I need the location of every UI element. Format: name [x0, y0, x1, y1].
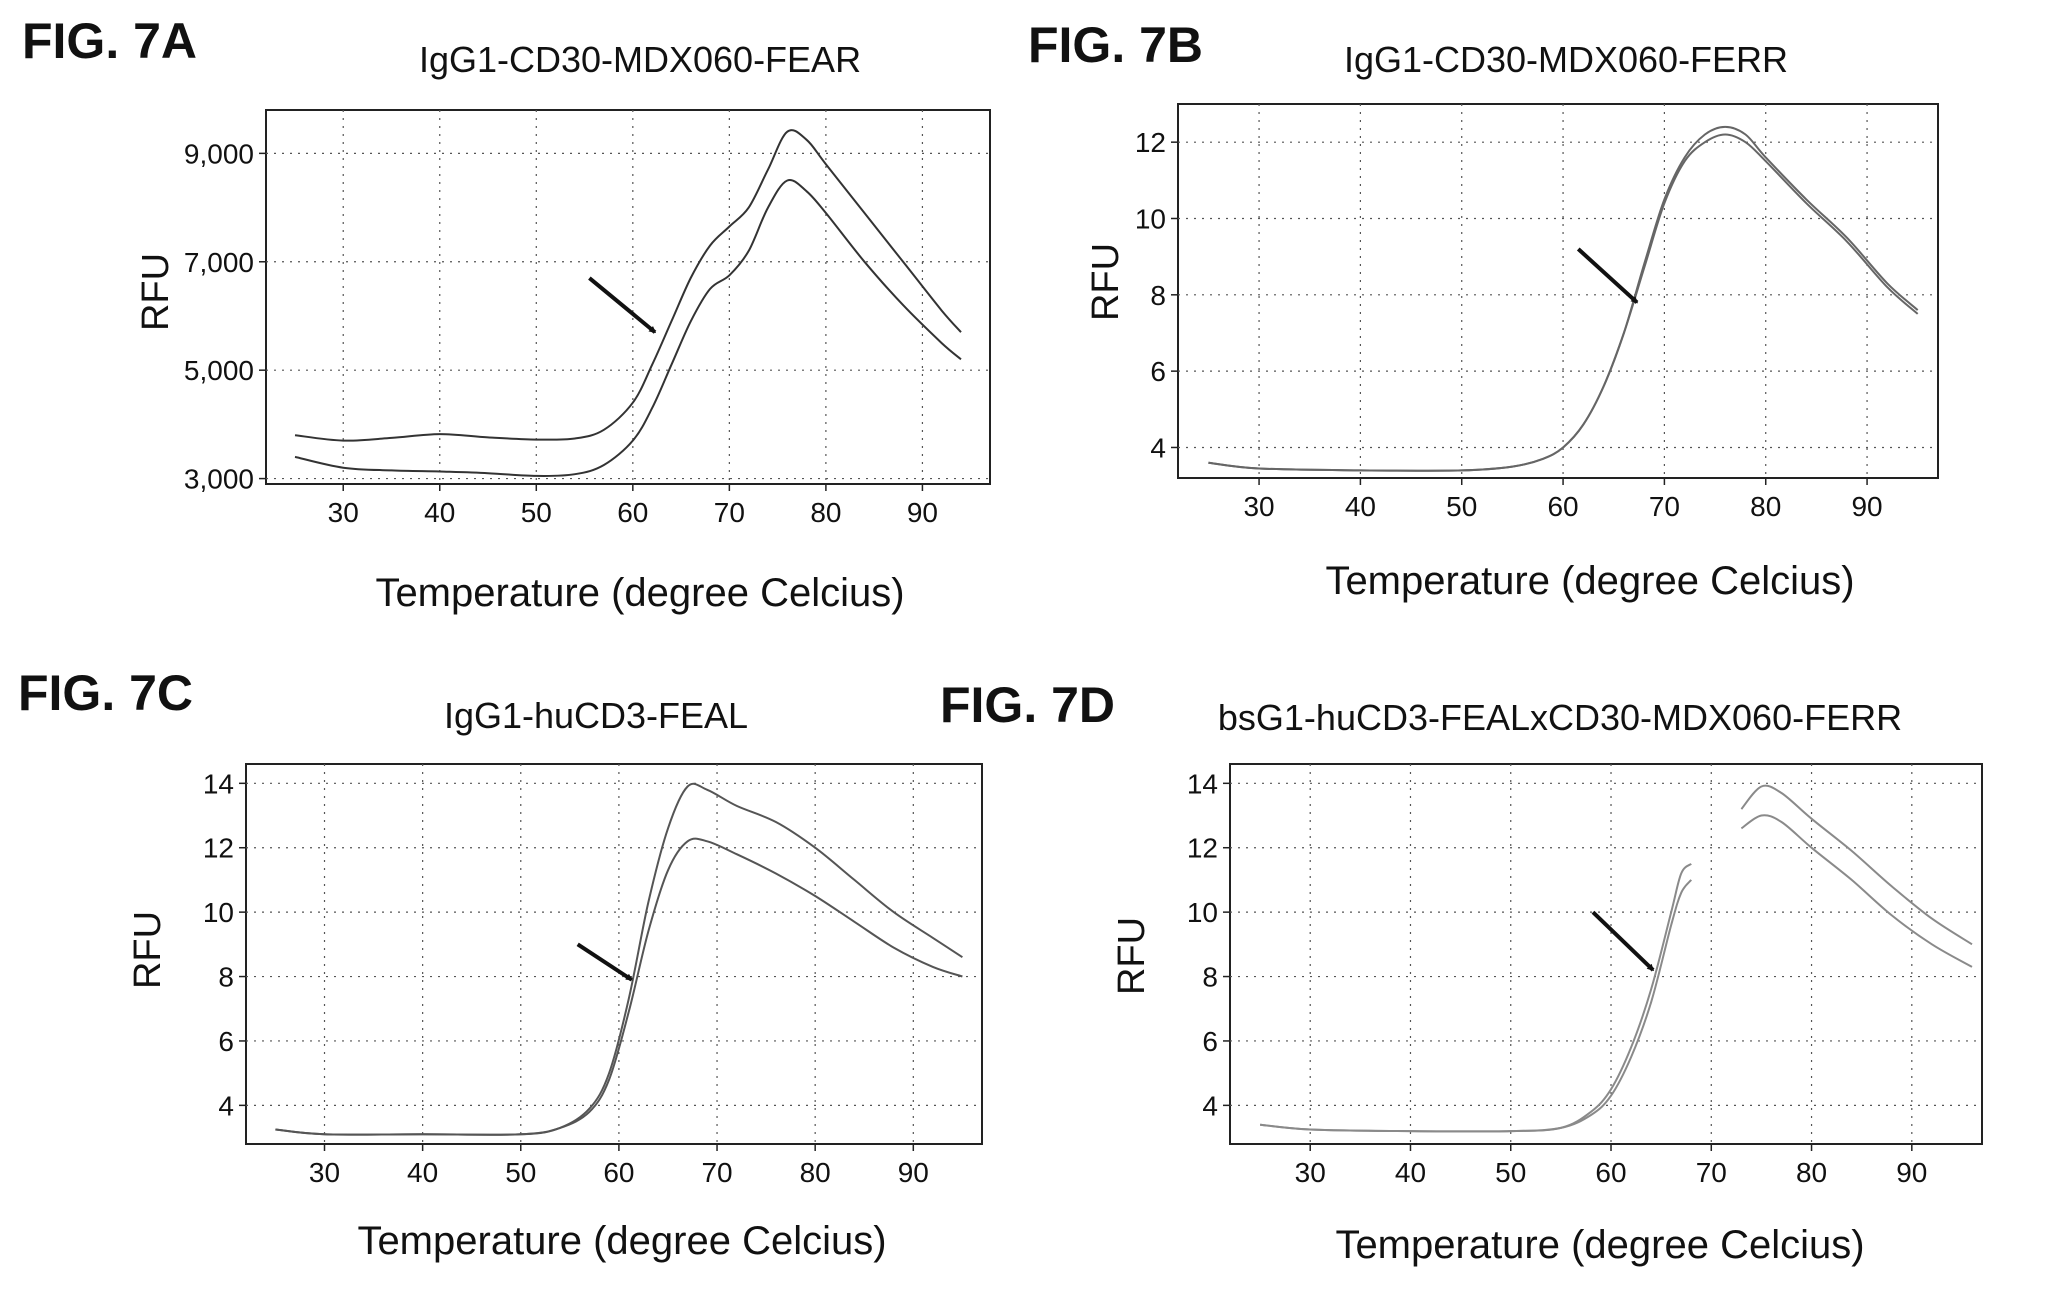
x-axis-label: Temperature (degree Celcius) [1335, 1223, 1864, 1267]
panel-b: FIG. 7B IgG1-CD30-MDX060-FERR RFU Temper… [1028, 17, 1939, 603]
plot-area: 30 40 50 60 70 80 90 4 6 8 10 12 14 [1187, 763, 1983, 1188]
annotation-arrow [576, 942, 633, 982]
x-tick-label: 90 [1851, 491, 1882, 522]
y-tick-label: 4 [1150, 432, 1166, 463]
chart-title: IgG1-huCD3-FEAL [444, 695, 748, 736]
x-tick-label: 60 [603, 1157, 634, 1188]
series-line-1 [1260, 862, 1692, 1133]
x-tick-label: 40 [407, 1157, 438, 1188]
x-tick-label: 80 [1796, 1157, 1827, 1188]
series-line-2 [294, 178, 962, 477]
y-tick-label: 3,000 [184, 464, 254, 495]
x-tick-label: 60 [617, 497, 648, 528]
y-tick-label: 6 [1150, 356, 1166, 387]
series-line-2 [1208, 133, 1919, 472]
x-tick-label: 70 [1649, 491, 1680, 522]
annotation-arrow [1591, 910, 1655, 972]
y-tick-label: 8 [218, 962, 234, 993]
x-tick-label: 50 [521, 497, 552, 528]
y-tick-label: 6 [218, 1026, 234, 1057]
y-tick-label: 8 [1202, 962, 1218, 993]
y-axis-label: RFU [127, 911, 169, 989]
x-tick-label: 30 [309, 1157, 340, 1188]
chart-title: IgG1-CD30-MDX060-FEAR [419, 39, 861, 80]
x-tick-label: 30 [328, 497, 359, 528]
plot-frame [1177, 103, 1939, 479]
y-tick-label: 9,000 [184, 138, 254, 169]
x-tick-label: 30 [1243, 491, 1274, 522]
plot-area: 30 40 50 60 70 80 90 3,000 5,000 7,000 9,000 [184, 109, 991, 528]
plot-area: 30 40 50 60 70 80 90 4 6 8 10 12 14 [203, 763, 983, 1188]
x-axis-label: Temperature (degree Celcius) [375, 571, 904, 615]
x-tick-label: 40 [424, 497, 455, 528]
x-tick-label: 80 [800, 1157, 831, 1188]
y-tick-label: 4 [1202, 1090, 1218, 1121]
figure-label: FIG. 7D [940, 677, 1115, 733]
y-tick-label: 14 [203, 768, 234, 799]
y-tick-label: 10 [1187, 897, 1218, 928]
x-tick-label: 90 [1896, 1157, 1927, 1188]
y-tick-label: 12 [1135, 127, 1166, 158]
y-tick-label: 10 [1135, 203, 1166, 234]
chart-title: IgG1-CD30-MDX060-FERR [1344, 39, 1788, 80]
y-tick-label: 7,000 [184, 247, 254, 278]
panel-c: FIG. 7C IgG1-huCD3-FEAL RFU Temperature … [18, 665, 983, 1263]
annotation-arrow [588, 276, 657, 334]
y-axis-label: RFU [1085, 243, 1127, 321]
series-line-3 [1740, 784, 1973, 946]
y-tick-label: 6 [1202, 1026, 1218, 1057]
x-tick-label: 70 [701, 1157, 732, 1188]
x-tick-label: 40 [1395, 1157, 1426, 1188]
y-axis-label: RFU [1111, 917, 1153, 995]
annotation-arrow [1576, 247, 1639, 304]
x-tick-label: 90 [898, 1157, 929, 1188]
y-tick-label: 5,000 [184, 355, 254, 386]
plot-frame [265, 109, 991, 485]
x-tick-label: 80 [1750, 491, 1781, 522]
x-axis-label: Temperature (degree Celcius) [1325, 559, 1854, 603]
y-tick-label: 12 [1187, 833, 1218, 864]
series-line-1 [1208, 125, 1919, 472]
series-line-2 [275, 837, 963, 1136]
x-tick-label: 70 [1696, 1157, 1727, 1188]
plot-frame [1229, 763, 1983, 1145]
x-tick-label: 90 [907, 497, 938, 528]
figure-label: FIG. 7C [18, 665, 193, 721]
x-tick-label: 60 [1595, 1157, 1626, 1188]
x-tick-label: 80 [810, 497, 841, 528]
y-axis-label: RFU [135, 253, 177, 331]
x-tick-label: 40 [1345, 491, 1376, 522]
x-tick-label: 50 [1446, 491, 1477, 522]
series-line-2 [1260, 879, 1693, 1133]
series-line-1 [294, 129, 962, 442]
figure-label: FIG. 7A [22, 13, 197, 69]
panel-a: FIG. 7A IgG1-CD30-MDX060-FEAR RFU Temper… [22, 13, 991, 615]
plot-area: 30 40 50 60 70 80 90 4 6 8 10 12 [1135, 103, 1939, 522]
y-tick-label: 10 [203, 897, 234, 928]
x-tick-label: 60 [1547, 491, 1578, 522]
x-tick-label: 50 [1495, 1157, 1526, 1188]
panel-d: FIG. 7D bsG1-huCD3-FEALxCD30-MDX060-FERR… [940, 677, 1983, 1267]
x-tick-label: 50 [505, 1157, 536, 1188]
series-line-4 [1740, 814, 1973, 968]
plot-frame [245, 763, 983, 1145]
chart-title: bsG1-huCD3-FEALxCD30-MDX060-FERR [1218, 697, 1902, 738]
x-axis-label: Temperature (degree Celcius) [357, 1219, 886, 1263]
x-tick-label: 70 [714, 497, 745, 528]
y-tick-label: 8 [1150, 280, 1166, 311]
x-tick-label: 30 [1295, 1157, 1326, 1188]
y-tick-label: 14 [1187, 768, 1218, 799]
y-tick-label: 12 [203, 833, 234, 864]
figure-label: FIG. 7B [1028, 17, 1203, 73]
y-tick-label: 4 [218, 1090, 234, 1121]
